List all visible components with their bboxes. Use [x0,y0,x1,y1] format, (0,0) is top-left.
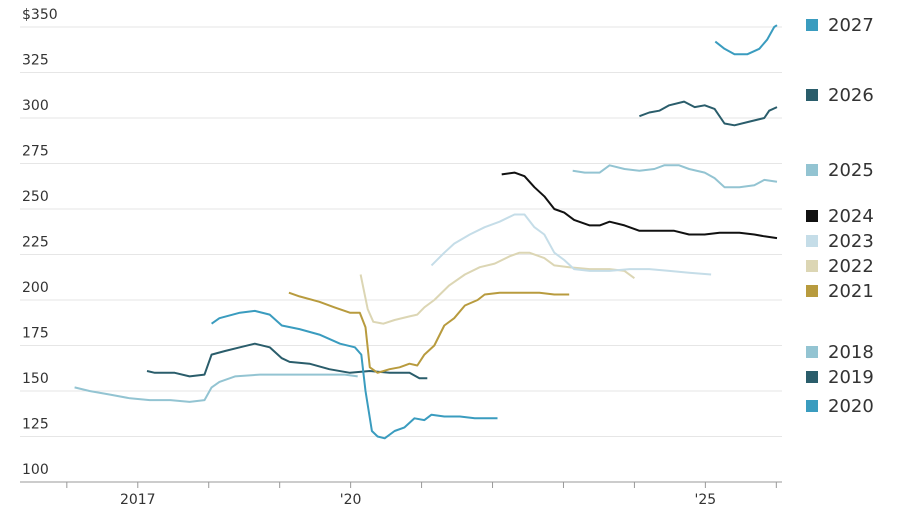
series-line [430,213,712,276]
series-line [74,373,358,403]
series-line [501,171,778,240]
legend-label: 2021 [828,281,874,302]
series-line [714,24,778,56]
y-tick-label: 275 [22,144,49,160]
y-tick-label: 125 [22,417,49,433]
legend-label: 2022 [828,256,874,277]
legend-label: 2027 [828,15,874,36]
legend-label: 2019 [828,367,874,388]
y-tick-label: 325 [22,53,49,69]
legend-label: 2020 [828,396,874,417]
y-tick-label: 300 [22,98,49,114]
y-tick-label: 200 [22,280,49,296]
y-tick-label: 250 [22,189,49,205]
x-tick-label: '20 [340,492,362,508]
series-line [359,251,635,325]
y-tick-label: 100 [22,462,49,478]
y-tick-label: 225 [22,235,49,251]
y-tick-label: 175 [22,326,49,342]
series-line [211,309,498,440]
y-tick-label: $350 [22,7,58,23]
legend-swatch [806,400,818,412]
legend-swatch [806,371,818,383]
legend-label: 2026 [828,85,874,106]
series-line [639,100,778,127]
legend-swatch [806,19,818,31]
legend-swatch [806,210,818,222]
legend-swatch [806,260,818,272]
legend-swatch [806,164,818,176]
series-line [288,291,570,374]
x-tick-label: 2017 [120,492,156,508]
x-tick-label: '25 [695,492,717,508]
series-line [572,164,778,189]
legend-swatch [806,285,818,297]
legend-swatch [806,235,818,247]
series-line [146,342,428,380]
legend-label: 2024 [828,206,874,227]
legend-swatch [806,346,818,358]
legend-label: 2025 [828,160,874,181]
legend-swatch [806,89,818,101]
y-tick-label: 150 [22,371,49,387]
legend-label: 2018 [828,342,874,363]
legend-label: 2023 [828,231,874,252]
